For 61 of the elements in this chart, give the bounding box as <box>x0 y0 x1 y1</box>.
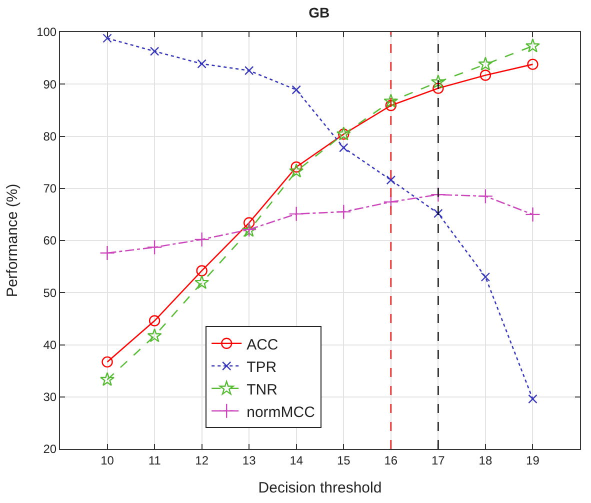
point <box>244 66 254 76</box>
y-tick-label: 90 <box>43 77 57 92</box>
point <box>102 34 112 43</box>
x-tick-label: 10 <box>100 453 114 468</box>
y-tick-label: 50 <box>43 286 57 300</box>
point <box>288 206 304 222</box>
point <box>289 164 304 178</box>
legend-label: ACC <box>246 336 278 354</box>
x-tick-label: 12 <box>195 453 209 468</box>
point <box>478 56 493 71</box>
chart-title: GB <box>308 4 330 20</box>
x-tick-label: 19 <box>526 453 540 468</box>
point <box>478 188 494 204</box>
y-tick-label: 20 <box>43 442 57 456</box>
point <box>339 143 348 152</box>
y-tick-label: 40 <box>43 338 57 352</box>
legend-label: TNR <box>246 381 278 398</box>
x-tick-label: 11 <box>148 453 162 468</box>
y-tick-label: 30 <box>43 390 57 404</box>
point <box>148 315 160 326</box>
x-tick-label: 16 <box>384 453 398 468</box>
legend-label: normMCC <box>246 404 316 421</box>
point <box>100 372 115 386</box>
point <box>432 82 444 94</box>
y-tick-label: 60 <box>43 234 57 248</box>
x-tick-label: 13 <box>242 453 256 468</box>
point <box>197 59 206 68</box>
y-tick-label: 70 <box>43 182 57 196</box>
point <box>525 206 540 222</box>
point <box>196 265 208 276</box>
point <box>150 46 160 56</box>
point <box>102 356 113 368</box>
point <box>243 217 255 228</box>
point <box>194 275 210 289</box>
point <box>430 187 446 202</box>
point <box>336 204 352 220</box>
y-tick-label: 100 <box>36 25 57 40</box>
point <box>527 58 538 70</box>
point <box>100 245 115 261</box>
point <box>194 232 210 248</box>
point <box>525 38 540 52</box>
x-tick-label: 14 <box>290 453 304 468</box>
y-axis-title: Performance (%) <box>4 184 21 298</box>
point <box>146 240 162 255</box>
point <box>480 70 492 81</box>
x-tick-label: 18 <box>478 453 492 468</box>
point <box>385 100 397 112</box>
point <box>480 272 490 282</box>
point <box>528 394 538 404</box>
point <box>434 208 443 218</box>
x-axis-title: Decision threshold <box>258 479 382 496</box>
point <box>292 85 301 94</box>
point <box>386 175 396 185</box>
y-tick-label: 80 <box>43 129 57 144</box>
point <box>430 74 446 88</box>
x-tick-label: 17 <box>432 453 446 468</box>
point <box>147 328 162 342</box>
point <box>290 161 302 173</box>
x-tick-label: 15 <box>336 453 351 468</box>
legend-label: TPR <box>246 358 277 376</box>
point <box>384 94 398 108</box>
